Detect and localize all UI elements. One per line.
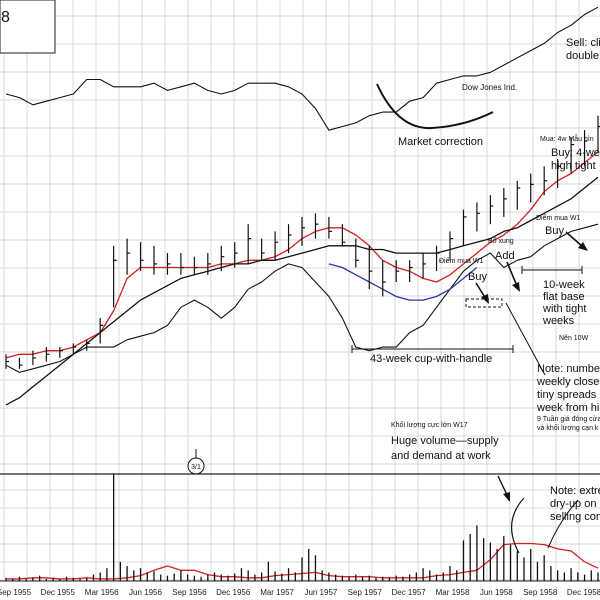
arrow-buy-right (565, 231, 588, 251)
x-axis-tick-labels: Sep 1955 Dec 1955 Mar 1956 Jun 1956 Sep 1956… (0, 588, 600, 597)
x-tick-label: Sep 1955 (0, 588, 32, 597)
arrow-add (506, 261, 520, 292)
note-line-3: tiny spreads e (537, 389, 600, 401)
note-extreme-line-3: selling comin (550, 511, 600, 523)
high-tight-label: high tight (551, 160, 596, 172)
x-tick-label: Mar 1956 (85, 588, 119, 597)
flat-base-line-2: flat base (543, 291, 585, 303)
x-tick-label: Dec 1956 (216, 588, 251, 597)
split-marker-circle (187, 457, 205, 475)
arrow-buy-left (475, 282, 489, 304)
x-tick-label: Dec 1958 (567, 588, 600, 597)
x-tick-label: Dec 1957 (391, 588, 426, 597)
x-tick-label: Mar 1957 (260, 588, 294, 597)
diem-mua-w1-right: Điểm mua W1 (536, 214, 580, 222)
note-line-2: weekly closes (536, 376, 600, 388)
cup-handle-label: 43-week cup-with-handle (370, 353, 492, 365)
title-box (0, 0, 56, 54)
volume-bars (5, 474, 599, 581)
khoi-luong-label: Khối lượng cực lớn W17 (391, 420, 468, 429)
huge-volume-line-2: and demand at work (391, 450, 491, 462)
market-correction-arc (376, 83, 494, 130)
volume-bracket-arc (511, 497, 525, 554)
buy-4we-label: Buy: 4-we (551, 147, 600, 159)
dow-label: Dow Jones Ind. (462, 83, 517, 92)
add-label: Add (495, 250, 515, 262)
cup-sketch-line (328, 263, 478, 301)
arrow-huge-volume (497, 475, 510, 502)
buy-left-label: Buy (468, 271, 487, 283)
price-bars (5, 115, 600, 369)
note-line-4: week from hi (536, 402, 599, 414)
note-volume-arc (547, 499, 579, 549)
x-tick-label: Dec 1955 (41, 588, 76, 597)
nen-10w-label: Nền 10W (559, 333, 589, 342)
x-tick-label: Jun 1956 (129, 588, 162, 597)
mua-4w-label: Mua: 4w Mẫu hìn (540, 134, 594, 143)
sell-text: Sell: cli (566, 37, 600, 49)
note-line-1: Note: number (537, 363, 600, 375)
buy-right-label: Buy (545, 225, 564, 237)
x-tick-label: Sep 1958 (523, 588, 558, 597)
x-tick-label: Mar 1958 (436, 588, 470, 597)
viet-9-weeks-2: và khối lượng cạn k (537, 423, 599, 432)
flat-base-line-1: 10-week (543, 279, 585, 291)
viet-9-weeks-1: 9 Tuần giá đóng cửa (537, 414, 600, 423)
title-box-text: 8 (1, 9, 10, 26)
bo-xung-label: Bổ xung (488, 237, 514, 245)
note-extreme-line-2: dry-up on pu (550, 498, 600, 510)
x-tick-label: Sep 1957 (348, 588, 383, 597)
market-correction-label: Market correction (398, 136, 483, 148)
x-tick-label: Jun 1957 (304, 588, 337, 597)
relative-strength-line (5, 223, 599, 373)
handle-dashed-box (465, 298, 503, 308)
note-extreme-line-1: Note: extrem (550, 485, 600, 497)
flat-base-line-4: weeks (542, 315, 575, 327)
flat-base-line-3: with tight (542, 303, 586, 315)
split-marker-text: 3/1 (191, 464, 201, 471)
x-tick-label: Sep 1956 (172, 588, 207, 597)
moving-average-40w-line (5, 176, 599, 406)
huge-volume-line-1: Huge volume—supply (391, 435, 499, 447)
sell-text-2: double (566, 50, 599, 62)
x-tick-label: Jun 1958 (480, 588, 513, 597)
diem-mua-w1-left: Điểm mua W1 (439, 257, 483, 265)
grid (0, 0, 600, 581)
dow-jones-line (5, 6, 599, 131)
note-pointer-line (505, 302, 546, 376)
